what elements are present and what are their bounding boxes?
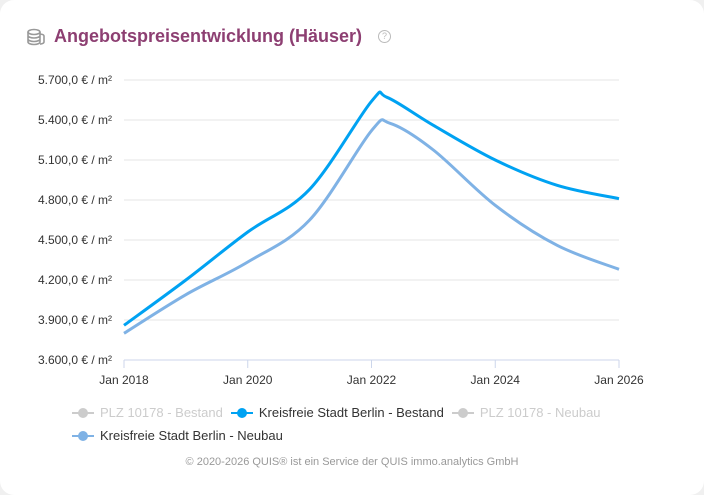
chart-title: Angebotspreisentwicklung (Häuser) (54, 26, 363, 46)
x-tick-label: Jan 2024 (471, 373, 521, 387)
legend-marker-icon (451, 408, 474, 418)
y-tick-label: 5.400,0 € / m² (38, 113, 112, 127)
legend-marker-icon (72, 431, 94, 441)
legend-marker-icon (72, 408, 94, 418)
legend: PLZ 10178 - Bestand Kreisfreie Stadt Berl… (72, 402, 672, 448)
y-tick-label: 5.700,0 € / m² (38, 73, 112, 87)
legend-label: PLZ 10178 - Neubau (479, 405, 601, 420)
x-tick-label: Jan 2026 (594, 373, 644, 387)
question-circle-icon[interactable]: ? (378, 30, 392, 43)
x-tick-label: Jan 2018 (99, 373, 149, 387)
series-line-1 (123, 90, 620, 327)
y-tick-label: 4.500,0 € / m² (38, 233, 112, 247)
legend-label: Kreisfreie Stadt Berlin - Neubau (100, 428, 283, 443)
legend-item[interactable]: Kreisfreie Stadt Berlin - Neubau (72, 425, 283, 447)
x-tick-label: Jan 2022 (347, 373, 397, 387)
y-tick-label: 5.100,0 € / m² (38, 153, 112, 167)
legend-label: PLZ 10178 - Bestand (100, 405, 223, 420)
x-tick-label: Jan 2020 (223, 373, 273, 387)
y-tick-label: 3.600,0 € / m² (38, 353, 112, 367)
coins-icon (27, 28, 45, 45)
legend-marker-icon (230, 408, 253, 418)
legend-item[interactable]: Kreisfreie Stadt Berlin - Bestand (230, 402, 444, 424)
legend-item[interactable]: PLZ 10178 - Neubau (451, 402, 601, 424)
line-chart: 3.600,0 € / m² 3.900,0 € / m² 4.200,0 € / … (38, 73, 644, 387)
legend-label: Kreisfreie Stadt Berlin - Bestand (258, 405, 444, 420)
legend-item[interactable]: PLZ 10178 - Bestand (72, 402, 223, 424)
y-tick-label: 4.800,0 € / m² (38, 193, 112, 207)
y-tick-label: 3.900,0 € / m² (38, 313, 112, 327)
y-tick-label: 4.200,0 € / m² (38, 273, 112, 287)
copyright-footer: © 2020-2026 QUIS® ist ein Service der QU… (185, 456, 519, 468)
chart-header: Angebotspreisentwicklung (Häuser) ? (26, 26, 392, 47)
series-line-3 (123, 118, 620, 335)
